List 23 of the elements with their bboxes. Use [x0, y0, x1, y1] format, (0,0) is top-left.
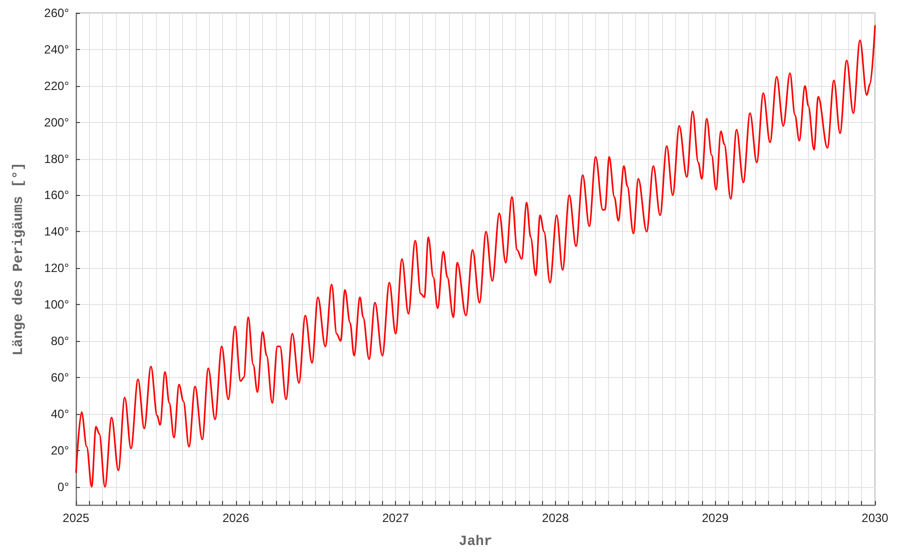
y-tick-label: 60°	[50, 370, 70, 384]
y-tick-label: 0°	[58, 480, 70, 494]
line-series	[75, 24, 876, 488]
x-tick-label: 2030	[862, 511, 889, 525]
y-tick-label: 40°	[50, 406, 70, 421]
y-tick-label: 180°	[44, 152, 70, 166]
y-tick-label: 120°	[44, 261, 70, 276]
x-tick-label: 2025	[62, 511, 90, 525]
x-tick-label: 2027	[382, 511, 410, 525]
y-axis-title: Länge des Perigäums [°]	[11, 162, 27, 356]
y-tick-label: 260°	[44, 6, 70, 20]
y-tick-label: 240°	[44, 42, 70, 56]
y-tick-label: 160°	[44, 188, 70, 202]
y-tick-label: 200°	[44, 115, 70, 130]
x-axis-title: Jahr	[458, 534, 492, 550]
x-tick-label: 2028	[542, 511, 570, 525]
y-tick-label: 100°	[44, 298, 70, 312]
x-tick-label: 2029	[702, 511, 729, 525]
y-tick-label: 220°	[44, 78, 70, 93]
x-tick-label: 2026	[222, 511, 250, 525]
y-tick-label: 140°	[44, 224, 70, 239]
y-tick-label: 80°	[50, 334, 70, 348]
y-tick-label: 20°	[50, 443, 70, 458]
